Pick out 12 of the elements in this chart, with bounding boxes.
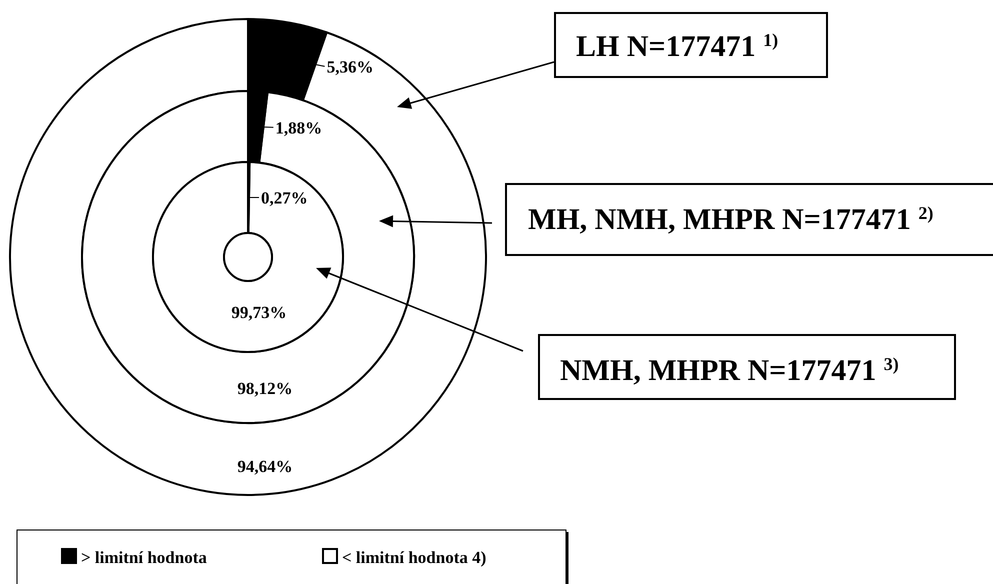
data-label: 5,36% <box>326 57 374 76</box>
donut-slice <box>9 18 487 496</box>
legend-label: < limitní hodnota 4) <box>342 548 486 567</box>
text: MH, NMH, MHPR N=177471 $^{2)}$ <box>528 203 934 236</box>
data-label: 98,12% <box>237 379 293 398</box>
text: NMH, MHPR N=177471 $^{3)}$ <box>560 354 899 387</box>
data-label: 99,73% <box>231 303 287 322</box>
legend-label: > limitní hodnota <box>81 548 208 567</box>
data-label: 1,88% <box>275 118 322 138</box>
text: LH N=177471 $^{1)}$ <box>576 30 778 63</box>
data-label: 94,64% <box>237 457 293 476</box>
data-label: 0,27% <box>261 188 308 208</box>
